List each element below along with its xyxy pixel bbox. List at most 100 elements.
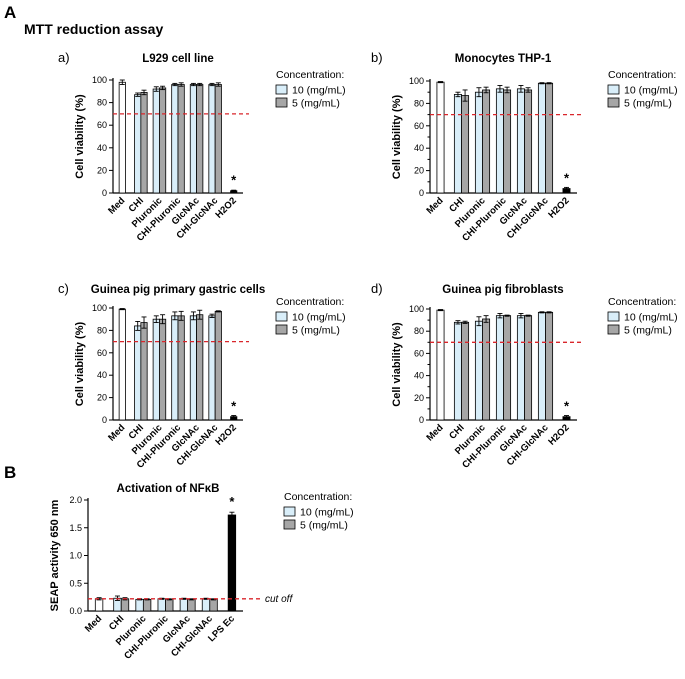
bar [537, 82, 546, 194]
bar [118, 81, 126, 194]
bar [171, 84, 179, 194]
bar [134, 325, 142, 421]
legend-label: 10 (mg/mL) [292, 85, 346, 97]
legend-swatch [275, 311, 288, 322]
y-tick-label: 100 [409, 76, 424, 86]
bar [134, 94, 142, 194]
significance-marker: * [229, 494, 235, 509]
bar [214, 310, 222, 421]
y-tick-label: 0.5 [69, 578, 82, 588]
x-tick-label: H2O2 [546, 422, 571, 447]
y-tick-label: 60 [97, 120, 107, 130]
chart-title: L929 cell line [142, 53, 214, 65]
x-tick-label: Med [106, 195, 127, 216]
legend-label: 10 (mg/mL) [292, 312, 346, 324]
bar [152, 318, 160, 421]
bar [159, 87, 167, 194]
bar [177, 315, 185, 421]
legend-swatch [607, 97, 620, 108]
bar [118, 308, 126, 421]
bar [140, 322, 148, 421]
bar [461, 321, 470, 421]
y-tick-label: 0 [419, 188, 424, 198]
bar [516, 88, 525, 194]
chart-c: c) Guinea pig primary gastric cells Cell v… [58, 281, 346, 471]
bar [152, 88, 160, 194]
significance-marker: * [564, 171, 570, 186]
y-tick-label: 20 [414, 393, 424, 403]
y-axis-label: Cell viability (%) [74, 94, 86, 179]
section-a-letter: A [4, 3, 16, 22]
bar [214, 84, 222, 194]
y-tick-label: 0.0 [69, 606, 82, 616]
x-tick-label: Med [83, 613, 104, 634]
legend-label: 5 (mg/mL) [300, 520, 348, 532]
bar [196, 84, 204, 194]
bar [196, 314, 204, 421]
bar [227, 514, 237, 612]
bar [474, 320, 483, 421]
legend-title: Concentration: [276, 296, 344, 308]
bar [165, 598, 174, 612]
bar [208, 84, 216, 194]
legend-title: Concentration: [608, 69, 676, 81]
legend-swatch [283, 519, 296, 530]
bar [461, 95, 470, 194]
bar [524, 89, 533, 194]
x-tick-label: Med [106, 422, 127, 443]
legend-title: Concentration: [608, 296, 676, 308]
y-tick-label: 0 [102, 415, 107, 425]
y-tick-label: 20 [414, 166, 424, 176]
panel-label: c) [58, 281, 69, 296]
legend-label: 5 (mg/mL) [624, 325, 672, 337]
bar [189, 315, 197, 421]
bar [545, 311, 554, 421]
bar [135, 598, 144, 612]
bar [495, 315, 504, 421]
bar [503, 315, 512, 421]
y-tick-label: 40 [414, 371, 424, 381]
bar [142, 598, 152, 612]
bar [159, 318, 167, 421]
y-tick-label: 60 [97, 348, 107, 358]
chart-a: a) L929 cell line Cell viability (%) 0 20 40 6… [58, 50, 346, 244]
bar [157, 598, 166, 612]
legend-swatch [607, 311, 620, 322]
y-tick-label: 60 [414, 348, 424, 358]
bar [120, 598, 130, 612]
bar [94, 598, 104, 612]
bar [208, 315, 216, 421]
cutoff-label: cut off [265, 594, 293, 605]
chart-title: Guinea pig primary gastric cells [91, 284, 265, 296]
bar [503, 89, 512, 194]
bar [201, 598, 211, 612]
bar [453, 321, 462, 421]
bar [436, 81, 445, 194]
charts: a) L929 cell line Cell viability (%) 0 20 40 6… [49, 50, 678, 662]
section-b-letter: B [4, 463, 16, 482]
y-tick-label: 40 [414, 143, 424, 153]
x-tick-label: H2O2 [214, 195, 239, 220]
x-tick-label: H2O2 [546, 195, 571, 220]
bar [453, 94, 462, 194]
y-tick-label: 100 [92, 75, 107, 85]
legend-swatch [607, 84, 620, 95]
bar [516, 315, 525, 421]
legend-swatch [607, 324, 620, 335]
bar [140, 92, 148, 194]
chart-title: Activation of NFκB [117, 483, 220, 495]
bar [177, 84, 185, 194]
x-tick-label: H2O2 [214, 422, 239, 447]
y-tick-label: 100 [92, 303, 107, 313]
bar [482, 318, 491, 421]
y-tick-label: 0 [102, 188, 107, 198]
panel-label: b) [371, 50, 383, 65]
y-tick-label: 80 [97, 98, 107, 108]
y-tick-label: 80 [414, 326, 424, 336]
bar [537, 311, 546, 421]
y-tick-label: 0 [419, 415, 424, 425]
bar [524, 315, 533, 421]
y-tick-label: 80 [97, 325, 107, 335]
y-tick-label: 40 [97, 143, 107, 153]
